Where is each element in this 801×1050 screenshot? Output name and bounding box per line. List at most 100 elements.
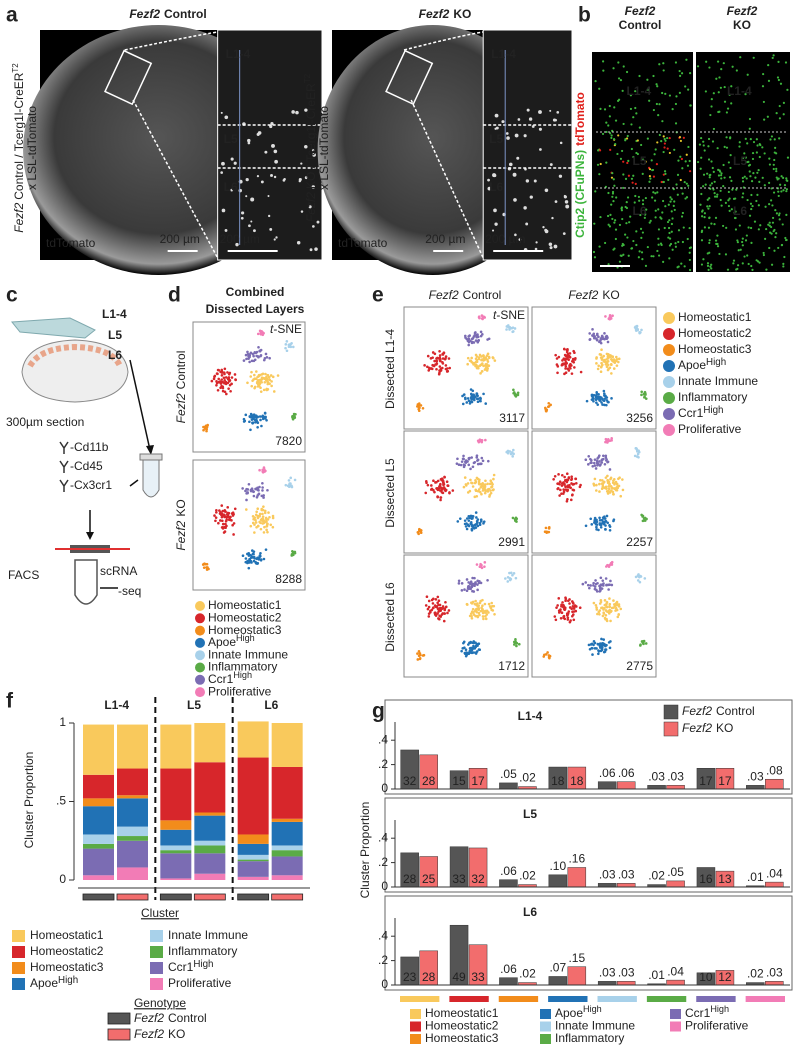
cell xyxy=(626,201,628,203)
tsne-dot xyxy=(506,580,509,583)
cell xyxy=(656,85,658,87)
tsne-dot xyxy=(545,531,548,534)
cell xyxy=(753,141,755,143)
tsne-dot xyxy=(439,499,442,502)
tsne-dot xyxy=(461,395,464,398)
value-label: .02 xyxy=(519,869,536,883)
cell xyxy=(725,253,727,255)
cell xyxy=(620,158,622,160)
cell xyxy=(701,210,703,212)
tsne-dot xyxy=(268,379,271,382)
cell xyxy=(773,164,775,166)
cell xyxy=(683,137,685,139)
genotype-name: KO xyxy=(453,7,471,21)
tsne-dot xyxy=(599,464,602,467)
tsne-dot xyxy=(475,339,478,342)
tsne-dot xyxy=(563,483,566,486)
cell xyxy=(718,76,720,78)
tsne-dot xyxy=(603,390,606,393)
cell xyxy=(246,178,249,181)
tsne-dot xyxy=(268,516,271,519)
panel-letter: g xyxy=(372,700,385,723)
cluster-sup: High xyxy=(710,1004,729,1014)
tsne-dot xyxy=(596,608,599,611)
cell xyxy=(613,178,615,180)
cell xyxy=(594,80,596,82)
cell xyxy=(660,140,662,142)
tsne-dot xyxy=(638,331,641,334)
tsne-dot xyxy=(607,401,610,404)
tsne-dot xyxy=(645,642,648,645)
cell xyxy=(742,238,744,240)
tsne-dot xyxy=(456,520,459,523)
cluster-label: Proliferative xyxy=(685,1019,749,1033)
cell xyxy=(534,180,537,183)
genotype-name: Control xyxy=(463,288,502,302)
tsne-dot xyxy=(252,553,255,556)
tsne-dot xyxy=(243,420,246,423)
tsne-dot xyxy=(574,610,577,613)
tsne-dot xyxy=(256,426,259,429)
cell xyxy=(707,265,709,267)
tsne-dot xyxy=(568,602,571,605)
cell xyxy=(679,156,681,158)
tsne-dot xyxy=(437,596,440,599)
cell xyxy=(758,204,760,206)
cell xyxy=(626,71,628,73)
layer-label: L1-4 xyxy=(727,84,752,98)
tsne-dot xyxy=(476,602,479,605)
tsne-dot xyxy=(435,598,438,601)
cell xyxy=(742,180,744,182)
cell xyxy=(234,162,237,165)
tsne-dot xyxy=(222,387,225,390)
tsne-dot xyxy=(582,583,585,586)
tsne-dot xyxy=(289,482,292,485)
tsne-dot xyxy=(644,517,647,520)
cell xyxy=(781,244,783,246)
bar xyxy=(568,867,586,887)
cell xyxy=(610,204,612,206)
cell xyxy=(627,135,629,137)
cell xyxy=(658,254,660,256)
tsne-dot xyxy=(571,372,574,375)
cell xyxy=(654,216,656,218)
layer-label: L1-4 xyxy=(627,84,652,98)
tsne-dot xyxy=(475,608,478,611)
cell xyxy=(739,56,741,58)
layer-label: L5 xyxy=(224,132,238,146)
bar-segment xyxy=(272,850,303,856)
cell xyxy=(613,106,615,108)
cell xyxy=(786,89,788,91)
antibody-label: -Cx3cr1 xyxy=(70,478,112,492)
tsne-dot xyxy=(570,482,573,485)
tsne-dot xyxy=(250,561,253,564)
tsne-dot xyxy=(557,473,560,476)
cell xyxy=(647,246,649,248)
cell xyxy=(686,196,688,198)
tsne-dot xyxy=(546,651,549,654)
legend-swatch xyxy=(150,930,163,942)
tsne-dot xyxy=(246,492,249,495)
tsne-dot xyxy=(446,480,449,483)
tsne-dot xyxy=(606,475,609,478)
cluster-swatch xyxy=(400,996,439,1002)
tsne-dot xyxy=(259,350,262,353)
tsne-dot xyxy=(247,567,250,570)
tsne-dot xyxy=(635,576,638,579)
legend-swatch xyxy=(150,978,163,990)
tsne-dot xyxy=(466,363,469,366)
bar xyxy=(746,785,764,789)
tsne-dot xyxy=(492,478,495,481)
cell xyxy=(764,184,766,186)
tsne-dot xyxy=(464,461,467,464)
tsne-dot xyxy=(441,353,444,356)
cell xyxy=(765,269,767,271)
cell xyxy=(681,158,683,160)
cell xyxy=(669,137,671,139)
tsne-dot xyxy=(431,364,434,367)
side-label-line: x LSL-tdTomato xyxy=(25,106,39,190)
cell xyxy=(753,57,755,59)
tsne-dot xyxy=(246,381,249,384)
cell-count: 3117 xyxy=(499,411,525,425)
tsne-dot xyxy=(264,470,267,473)
